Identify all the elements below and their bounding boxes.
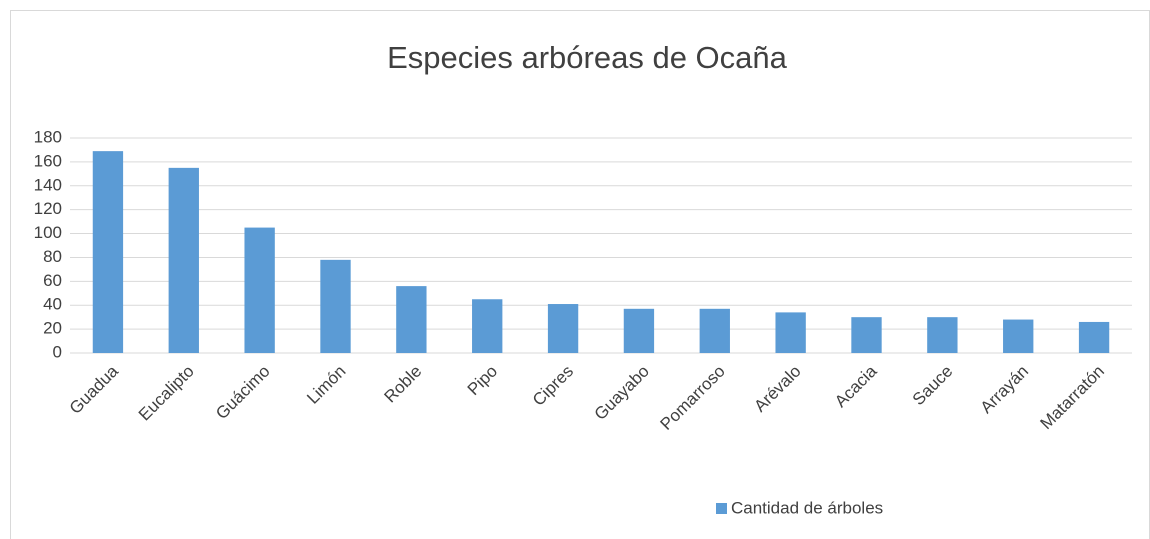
bar xyxy=(927,317,958,353)
y-tick-label: 140 xyxy=(34,175,62,194)
bar xyxy=(168,167,199,353)
bar xyxy=(396,286,427,353)
y-tick-label: 60 xyxy=(43,271,62,290)
y-tick-label: 120 xyxy=(34,199,62,218)
bar xyxy=(92,151,124,353)
bar xyxy=(851,317,882,353)
legend-swatch xyxy=(716,503,727,514)
bar xyxy=(699,308,730,353)
y-tick-label: 160 xyxy=(34,151,62,170)
chart-border xyxy=(10,10,1150,539)
y-tick-label: 20 xyxy=(43,319,62,338)
bar xyxy=(244,227,275,353)
bar xyxy=(1003,319,1034,353)
y-tick-label: 80 xyxy=(43,247,62,266)
y-tick-label: 40 xyxy=(43,295,62,314)
bar xyxy=(1078,321,1110,353)
bar xyxy=(547,304,579,353)
bar xyxy=(320,259,351,353)
bar xyxy=(472,299,503,353)
chart-title: Especies arbóreas de Ocaña xyxy=(387,40,788,75)
bar xyxy=(775,312,806,353)
legend-label: Cantidad de árboles xyxy=(731,498,883,517)
bar xyxy=(623,308,655,353)
y-tick-label: 0 xyxy=(53,342,62,361)
y-tick-label: 100 xyxy=(34,223,62,242)
y-tick-label: 180 xyxy=(34,127,62,146)
